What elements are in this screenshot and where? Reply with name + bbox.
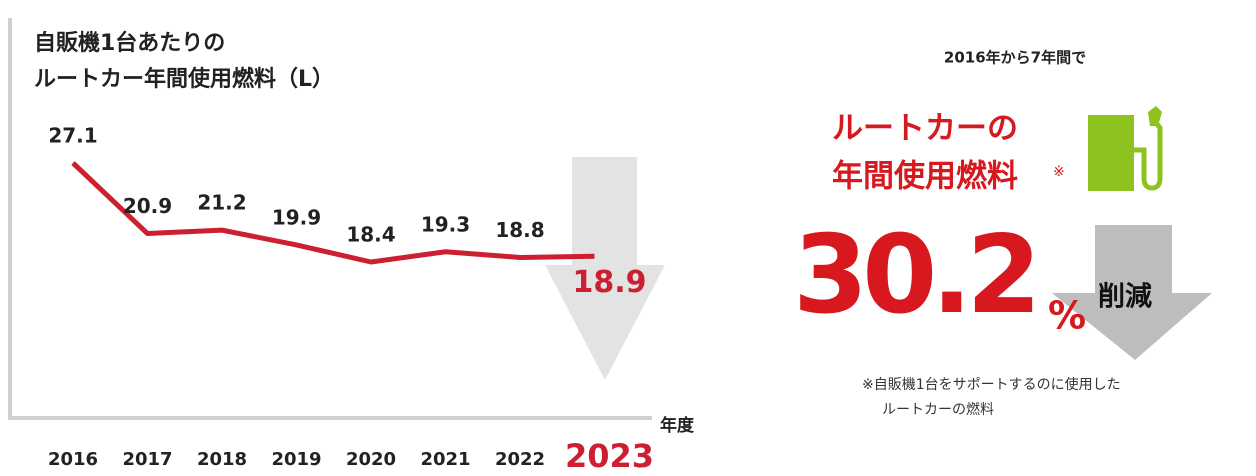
x-tick-label: 2021 (420, 449, 470, 470)
value-label: 19.3 (421, 212, 470, 236)
x-tick-label: 2023 (565, 437, 654, 475)
x-tick-label: 2020 (346, 449, 396, 470)
fuel-pump-icon (1088, 106, 1163, 191)
x-tick-label: 2017 (122, 449, 172, 470)
data-line (71, 161, 595, 265)
footnote: ※自販機1台をサポートするのに使用した (862, 376, 1121, 393)
heading: 年間使用燃料 (832, 159, 1018, 195)
reduction-word: 削減 (1098, 282, 1152, 313)
value-label: 27.1 (48, 124, 97, 148)
x-tick-label: 2016 (48, 449, 98, 470)
value-label: 18.9 (572, 265, 646, 300)
value-label: 20.9 (123, 194, 172, 218)
chart-title: 自販機1台あたりの (34, 30, 225, 56)
reduction-value: 30.2 (793, 213, 1035, 338)
lead-text: 2016年から7年間で (944, 49, 1086, 67)
footnote: ルートカーの燃料 (882, 401, 994, 418)
reduction-unit: % (1048, 294, 1086, 338)
x-axis-label: 年度 (660, 415, 695, 436)
value-label: 18.8 (495, 218, 544, 242)
decrease-arrow (545, 157, 665, 380)
value-label: 19.9 (272, 205, 321, 229)
reduction-arrow (1052, 225, 1212, 360)
x-tick-label: 2019 (271, 449, 321, 470)
chart-title: ルートカー年間使用燃料（L） (34, 66, 334, 92)
heading: ルートカーの (832, 111, 1018, 147)
x-tick-label: 2022 (495, 449, 545, 470)
x-tick-label: 2018 (197, 449, 247, 470)
value-label: 21.2 (197, 191, 246, 215)
note-mark: ※ (1053, 164, 1065, 180)
value-label: 18.4 (346, 223, 395, 247)
